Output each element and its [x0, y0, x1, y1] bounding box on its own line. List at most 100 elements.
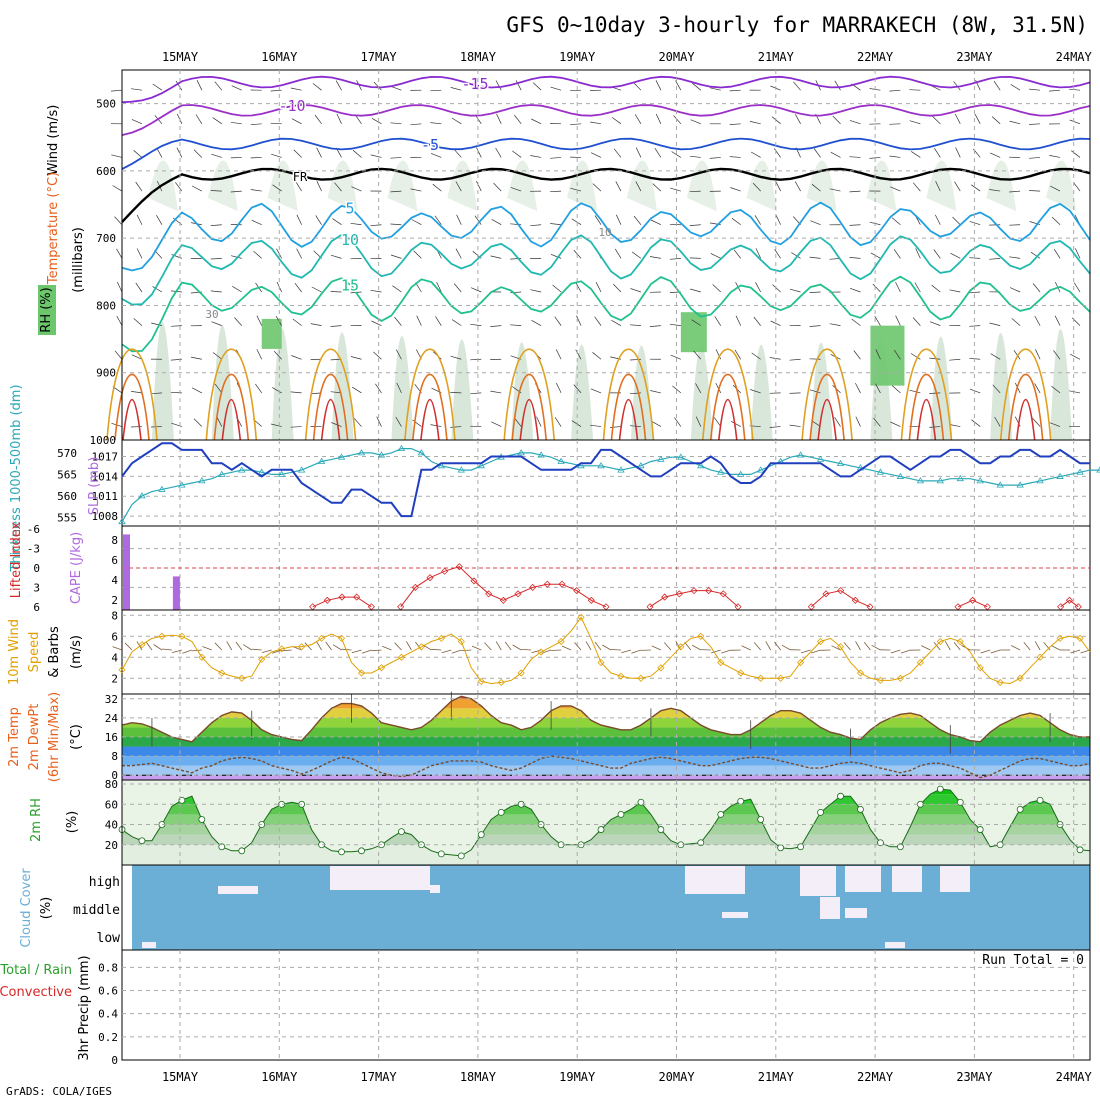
upper-wind-barb — [615, 181, 622, 192]
wind-barb-10m — [484, 642, 492, 651]
rh-shading — [986, 160, 1017, 212]
upper-wind-barb — [211, 153, 222, 158]
slp-tick: 1017 — [92, 451, 119, 464]
wind-barb-10m — [585, 641, 592, 651]
wind-barb-10m — [243, 644, 252, 651]
upper-wind-barb — [1051, 385, 1061, 394]
pressure-tick: 600 — [96, 165, 116, 178]
upper-wind-barb — [849, 224, 861, 226]
slp-tick: 1008 — [92, 510, 119, 523]
upper-wind-barb — [809, 256, 821, 259]
upper-wind-barb — [550, 253, 562, 259]
thickness-marker — [477, 462, 485, 469]
upper-wind-barb — [990, 353, 1001, 360]
wind-barb-10m — [753, 642, 761, 651]
li-marker — [690, 587, 698, 595]
upper-wind-barb — [470, 358, 482, 361]
upper-wind-barb — [834, 80, 841, 91]
upper-wind-barb — [895, 281, 901, 293]
upper-wind-barb — [251, 219, 262, 226]
rh2m-marker — [896, 843, 904, 851]
rh-shading — [211, 325, 234, 440]
upper-wind-barb — [270, 122, 282, 125]
rh-shading — [207, 160, 238, 212]
wind-barb-10m — [235, 641, 243, 651]
thickness-marker — [238, 466, 246, 473]
upper-wind-barb — [794, 181, 801, 192]
upper-wind-barb — [1073, 182, 1081, 192]
rh2m-marker — [837, 792, 844, 800]
li-marker — [309, 603, 317, 611]
wind-speed-marker — [417, 643, 425, 651]
upper-wind-barb — [955, 147, 961, 158]
upper-wind-barb — [609, 426, 621, 428]
upper-wind-barb — [231, 255, 242, 259]
upper-wind-barb — [730, 420, 741, 427]
upper-wind-barb — [755, 248, 761, 259]
upper-wind-barb — [849, 287, 861, 293]
wind-speed-marker — [238, 674, 246, 682]
temp-band — [122, 737, 1090, 747]
cape-tick: 2 — [111, 594, 118, 607]
pressure-tick: 500 — [96, 98, 116, 111]
upper-wind-barb — [614, 248, 622, 259]
upper-wind-barb — [673, 115, 682, 125]
temp-tick: 8 — [111, 750, 118, 763]
wind-speed-marker — [1056, 634, 1064, 642]
upper-wind-barb — [934, 214, 941, 225]
rh-band — [122, 844, 1090, 865]
upper-wind-barb — [370, 224, 382, 227]
upper-wind-barb — [170, 325, 182, 327]
rh2m-marker — [457, 852, 465, 860]
isotherm-label: 15 — [341, 277, 359, 295]
rh2m-marker — [358, 847, 365, 855]
thickness-marker — [956, 474, 964, 482]
upper-wind-barb — [953, 81, 961, 91]
upper-wind-barb — [296, 248, 302, 259]
li-marker — [587, 596, 595, 604]
upper-wind-barb — [476, 147, 482, 158]
thickness-tick: 555 — [57, 511, 77, 524]
rh-band — [122, 824, 1090, 835]
upper-wind-barb — [413, 250, 422, 259]
wind-barb-10m — [145, 641, 153, 651]
wind-barb-10m — [631, 649, 642, 654]
wind-barb-10m — [371, 649, 382, 652]
upper-wind-barb — [671, 151, 682, 158]
li-marker — [543, 580, 551, 588]
upper-wind-barb — [375, 383, 382, 394]
li-marker — [514, 590, 522, 598]
upper-wind-barb — [531, 319, 542, 326]
thickness-marker — [756, 466, 765, 473]
upper-wind-barb — [894, 349, 901, 360]
thickness-marker — [617, 466, 625, 473]
date-label-top: 19MAY — [559, 50, 596, 64]
li-marker — [499, 596, 507, 604]
wind-barb-10m — [621, 649, 632, 654]
isotherm — [121, 137, 1091, 170]
slp-tick: 1014 — [92, 470, 119, 483]
date-label-bottom: 21MAY — [758, 1070, 795, 1084]
wind-speed-marker — [777, 674, 785, 682]
rh-band — [122, 834, 1090, 845]
upper-wind-barb — [111, 154, 123, 158]
upper-wind-barb — [510, 291, 522, 294]
upper-wind-barb — [1034, 383, 1041, 394]
thickness-marker — [417, 449, 426, 456]
rh-shading — [1050, 329, 1073, 440]
surface-isotherm — [106, 348, 158, 441]
upper-wind-barb — [595, 282, 602, 293]
rh-shading — [926, 160, 957, 212]
upper-wind-barb — [190, 356, 202, 360]
upper-wind-barb — [493, 182, 502, 192]
upper-wind-barb — [969, 257, 981, 259]
upper-wind-barb — [175, 80, 183, 91]
upper-wind-barb — [949, 358, 961, 361]
upper-wind-barb — [470, 323, 482, 326]
wind-speed-marker — [1076, 634, 1084, 642]
rh2m-marker — [817, 808, 824, 816]
surface-isotherm — [420, 399, 440, 441]
chart-title: GFS 0~10day 3-hourly for MARRAKECH (8W, … — [506, 13, 1088, 37]
upper-wind-barb — [290, 391, 302, 394]
upper-wind-barb — [929, 426, 941, 428]
